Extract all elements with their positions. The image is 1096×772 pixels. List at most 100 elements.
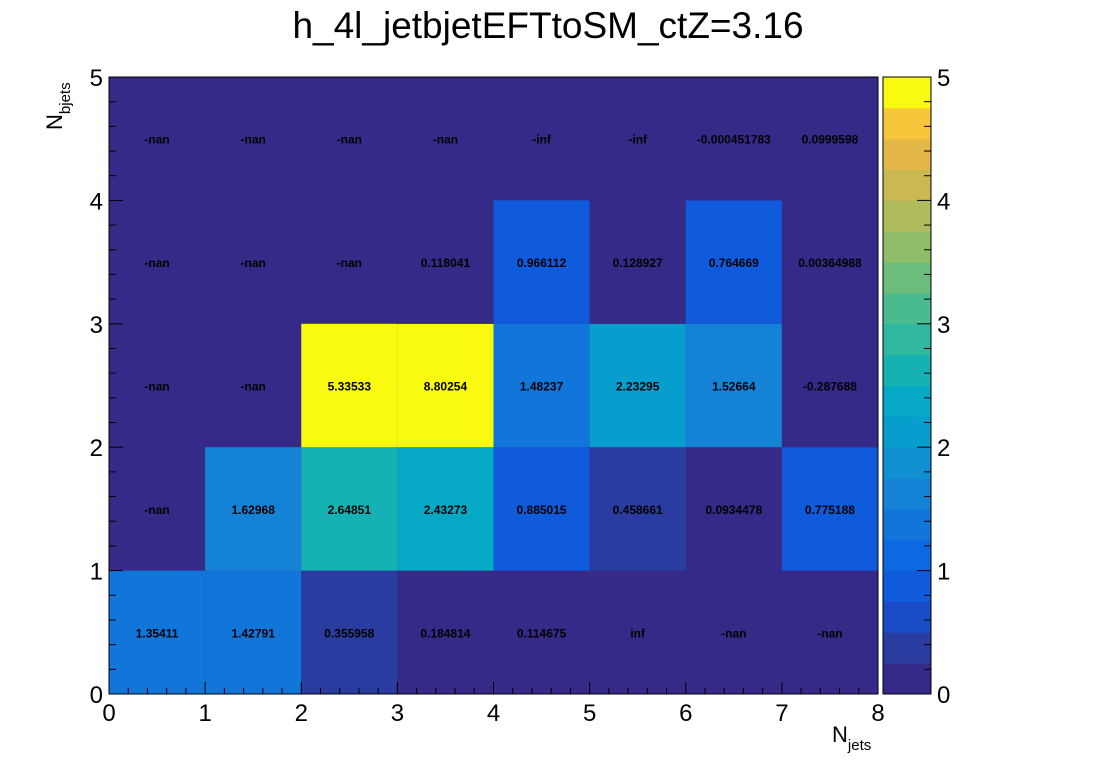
heatmap-cell-label: 0.184814 <box>420 626 470 640</box>
x-axis-label-main: N <box>832 722 848 747</box>
heatmap-cell <box>493 200 590 324</box>
color-scale-band <box>883 262 931 294</box>
heatmap-cell-label: -nan <box>241 256 266 270</box>
x-tick-label: 1 <box>198 700 211 727</box>
heatmap-cell-label: 0.00364988 <box>798 256 862 270</box>
heatmap-cell <box>205 570 302 694</box>
heatmap-cell <box>589 323 686 448</box>
heatmap-cell <box>685 447 782 571</box>
heatmap-cell <box>589 200 686 324</box>
color-scale-band <box>883 508 931 541</box>
color-scale-band <box>883 323 931 356</box>
heatmap-cell <box>685 77 782 201</box>
heatmap-cell-label: -nan <box>144 503 169 517</box>
x-tick-label: 7 <box>775 700 788 727</box>
heatmap-cell-labels: 1.35411 1.42791 0.355958 0.184814 0.114675 in… <box>136 133 862 641</box>
color-scale-band <box>883 138 931 171</box>
heatmap-cell <box>205 447 302 571</box>
heatmap-cell <box>397 570 494 694</box>
heatmap-cell-label: 1.35411 <box>136 626 179 640</box>
heatmap-cell <box>685 323 782 448</box>
y-axis-label-main: N <box>42 114 67 130</box>
heatmap-cell-label: -0.287688 <box>803 380 857 394</box>
heatmap-cell <box>301 323 398 448</box>
y-axis-label-sub: bjets <box>57 82 74 114</box>
heatmap-cells <box>109 77 878 694</box>
heatmap-cell-label: 1.52664 <box>712 380 756 394</box>
heatmap-cell-label: 1.62968 <box>231 503 275 517</box>
heatmap-cell-label: -nan <box>337 256 362 270</box>
heatmap-cell-label: 2.64851 <box>328 503 372 517</box>
x-tick-label: 8 <box>871 700 884 727</box>
heatmap-cell <box>781 200 878 324</box>
heatmap-cell-label: 8.80254 <box>424 380 468 394</box>
heatmap-cell-label: -nan <box>144 256 169 270</box>
heatmap-cell-label: 0.114675 <box>517 626 567 640</box>
color-scale-band <box>883 107 931 140</box>
heatmap-cell <box>493 570 590 694</box>
z-tick-label: 0 <box>937 682 950 709</box>
x-axis-label-sub: jets <box>847 737 871 754</box>
color-scale-band <box>883 539 931 572</box>
heatmap-cell-label: 0.128927 <box>613 256 663 270</box>
color-scale-band <box>883 570 931 602</box>
heatmap-cell-label: -nan <box>144 133 169 147</box>
heatmap-cell <box>781 323 878 448</box>
color-scale-frame <box>882 76 932 695</box>
x-tick-label: 3 <box>391 700 404 727</box>
heatmap-cell <box>493 323 590 448</box>
heatmap-cell <box>493 447 590 571</box>
z-tick-label: 3 <box>937 312 950 339</box>
y-tick-label: 4 <box>90 188 103 215</box>
heatmap-cell-label: 0.885015 <box>517 503 567 517</box>
z-tick-label: 2 <box>937 435 950 462</box>
heatmap-cell <box>589 447 686 571</box>
heatmap-cell-label: -nan <box>144 380 169 394</box>
color-scale-band <box>883 231 931 263</box>
heatmap-cell-label: -nan <box>241 133 266 147</box>
x-tick-label: 6 <box>679 700 692 727</box>
color-scale-band <box>883 200 931 232</box>
y-tick-label: 3 <box>90 312 103 339</box>
heatmap-cell-label: -nan <box>337 133 362 147</box>
heatmap-cell-label: -inf <box>532 133 552 147</box>
color-scale-band <box>883 447 931 479</box>
color-scale-band <box>883 632 931 664</box>
heatmap-cell-label: 5.33533 <box>328 380 372 394</box>
x-tick-label: 5 <box>583 700 596 727</box>
y-axis-label: Nbjets <box>42 82 74 130</box>
x-tick-label: 0 <box>102 700 115 727</box>
z-tick-label: 4 <box>937 188 950 215</box>
y-tick-label: 1 <box>90 559 103 586</box>
heatmap-cell-label: 0.966112 <box>517 256 567 270</box>
color-scale-band <box>883 478 931 510</box>
heatmap-cell-label: 0.118041 <box>421 256 471 270</box>
x-axis: 0 1 2 3 4 5 6 7 8 <box>102 682 885 727</box>
x-tick-label: 4 <box>487 700 500 727</box>
heatmap-cell-label: 1.48237 <box>520 380 564 394</box>
heatmap-cell <box>397 447 494 571</box>
heatmap-cell-label: -nan <box>721 626 746 640</box>
heatmap-cell-label: 0.458661 <box>613 503 663 517</box>
x-axis-label: Njets <box>832 722 871 754</box>
heatmap-cell <box>109 570 206 694</box>
heatmap-cell <box>301 570 398 694</box>
heatmap-cell-label: 1.42791 <box>231 626 275 640</box>
color-scale-axis: 0 1 2 3 4 5 <box>917 65 950 709</box>
heatmap-cell-label: -nan <box>433 133 458 147</box>
x-tick-label: 2 <box>295 700 308 727</box>
heatmap-cell-label: 2.23295 <box>616 380 660 394</box>
heatmap-cell-label: 0.355958 <box>324 626 374 640</box>
heatmap-cell-label: 2.43273 <box>424 503 468 517</box>
chart-title: h_4l_jetbjetEFTtoSM_ctZ=3.16 <box>292 5 803 46</box>
heatmap-cell <box>301 447 398 571</box>
heatmap-cell-label: -0.000451783 <box>697 133 771 147</box>
heatmap-cell <box>685 200 782 324</box>
heatmap-cell <box>781 447 878 571</box>
color-scale-band <box>883 663 931 695</box>
heatmap-cell-label: -inf <box>628 133 648 147</box>
heatmap-cell-label: inf <box>630 626 646 640</box>
heatmap-cell <box>397 200 494 324</box>
color-scale-band <box>883 385 931 417</box>
